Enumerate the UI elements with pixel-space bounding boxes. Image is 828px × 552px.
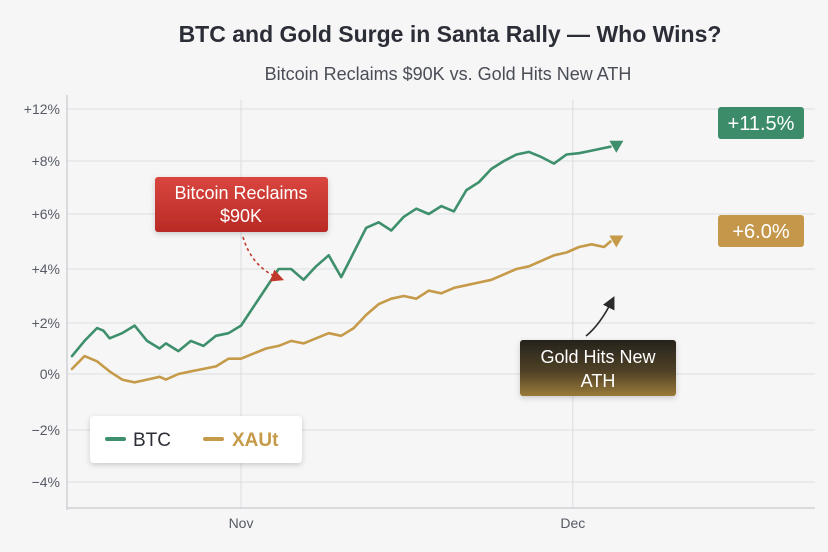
btc-annotation-line1: Bitcoin Reclaims xyxy=(174,183,307,203)
btc-end-label: +11.5% xyxy=(718,107,804,139)
legend-xaut-label: XAUt xyxy=(232,430,279,451)
btc-end-value: +11.5% xyxy=(728,113,795,135)
btc-annotation-line2: $90K xyxy=(220,206,262,226)
chart-title: BTC and Gold Surge in Santa Rally — Who … xyxy=(179,21,722,47)
series-end-marker-xaut xyxy=(609,235,624,248)
series-layer xyxy=(70,140,624,384)
y-tick-label: +6% xyxy=(32,206,60,222)
series-line-btc xyxy=(70,145,612,358)
gold-annotation xyxy=(520,340,676,396)
series-line-xaut xyxy=(70,240,612,384)
y-tick-label: 0% xyxy=(40,366,60,382)
gold-annotation-line1: Gold Hits New xyxy=(540,347,656,367)
xaut-end-label: +6.0% xyxy=(718,215,804,247)
gold-annotation-line2: ATH xyxy=(581,371,616,391)
legend-btc-label: BTC xyxy=(133,430,171,451)
series-end-marker-btc xyxy=(609,140,624,153)
y-tick-label: −4% xyxy=(32,474,60,490)
x-axis: Nov Dec xyxy=(229,515,586,531)
btc-annotation xyxy=(155,177,328,232)
y-tick-label: +4% xyxy=(32,261,60,277)
x-tick-label: Nov xyxy=(229,515,254,531)
y-axis: +12% +8% +6% +4% +2% 0% −2% −4% xyxy=(24,101,60,490)
chart-subtitle: Bitcoin Reclaims $90K vs. Gold Hits New … xyxy=(265,64,632,84)
y-tick-label: −2% xyxy=(32,422,60,438)
legend: BTC XAUt xyxy=(90,416,302,463)
x-tick-label: Dec xyxy=(560,515,585,531)
y-tick-label: +12% xyxy=(24,101,60,117)
xaut-end-value: +6.0% xyxy=(732,221,789,243)
y-tick-label: +8% xyxy=(32,153,60,169)
y-tick-label: +2% xyxy=(32,315,60,331)
gold-annotation-arrow xyxy=(585,296,615,337)
